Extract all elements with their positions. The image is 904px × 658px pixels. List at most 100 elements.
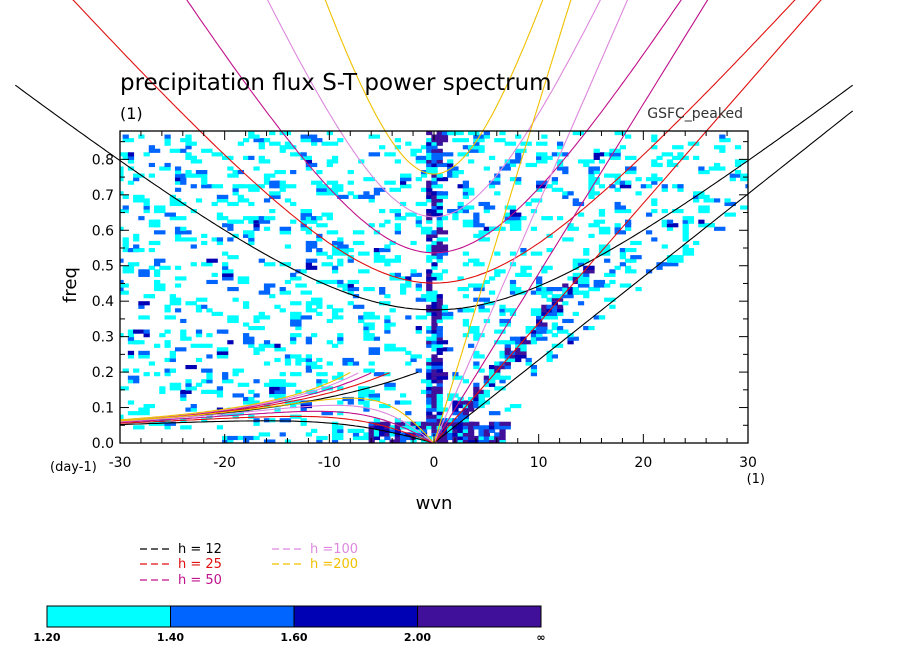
spectral-power-cell xyxy=(164,212,176,217)
spectral-power-cell xyxy=(237,279,250,285)
spectral-power-cell xyxy=(525,361,532,366)
spectral-power-cell xyxy=(290,311,302,316)
spectral-power-cell xyxy=(373,435,381,441)
spectral-power-cell xyxy=(174,308,182,313)
spectral-power-cell xyxy=(452,173,459,178)
spectral-power-cell xyxy=(457,170,464,175)
spectral-power-cell xyxy=(263,177,271,182)
spectral-power-cell xyxy=(185,301,197,306)
spectral-power-cell xyxy=(253,166,260,171)
spectral-power-cell xyxy=(436,411,443,416)
spectral-power-cell xyxy=(379,223,386,228)
spectral-power-cell xyxy=(645,177,653,182)
spectral-power-cell xyxy=(120,287,124,292)
spectral-power-cell xyxy=(274,407,281,412)
spectral-power-cell xyxy=(216,198,224,203)
spectral-power-cell xyxy=(154,258,166,263)
spectral-power-cell xyxy=(290,201,297,207)
spectral-power-cell xyxy=(473,258,480,263)
spectral-power-cell xyxy=(577,262,585,267)
spectral-power-cell xyxy=(326,340,333,345)
spectral-power-cell xyxy=(284,198,292,203)
spectral-power-cell xyxy=(164,134,171,139)
spectral-power-cell xyxy=(305,262,313,267)
spectral-power-cell xyxy=(666,159,674,164)
spectral-power-cell xyxy=(556,141,564,146)
spectral-power-cell xyxy=(682,219,689,224)
spectral-power-cell xyxy=(290,170,297,175)
spectral-power-cell xyxy=(253,347,265,352)
spectral-power-cell xyxy=(436,333,443,338)
spectral-power-cell xyxy=(593,152,606,157)
spectral-power-cell xyxy=(290,322,302,327)
inertio-gravity-curve xyxy=(14,84,854,311)
spectral-power-cell xyxy=(237,368,244,373)
spectral-power-cell xyxy=(269,393,276,398)
spectral-power-cell xyxy=(290,333,302,338)
spectral-power-cell xyxy=(452,432,459,437)
spectral-power-cell xyxy=(227,315,239,320)
spectral-power-cell xyxy=(431,184,443,189)
spectral-power-cell xyxy=(164,372,171,377)
spectral-power-cell xyxy=(399,432,407,437)
spectral-power-cell xyxy=(242,155,250,160)
spectral-power-cell xyxy=(515,155,522,160)
spectral-power-cell xyxy=(185,145,192,150)
spectral-power-cell xyxy=(143,152,150,157)
spectral-power-cell xyxy=(447,432,454,437)
spectral-power-cell xyxy=(263,159,271,164)
spectral-power-cell xyxy=(593,170,600,175)
spectral-power-cell xyxy=(436,230,449,235)
spectral-power-cell xyxy=(316,251,328,256)
spectral-power-cell xyxy=(164,418,171,423)
spectral-power-cell xyxy=(180,216,187,221)
spectral-power-cell xyxy=(420,155,428,160)
spectral-power-cell xyxy=(347,287,360,292)
spectral-power-cell xyxy=(426,414,438,419)
spectral-power-cell xyxy=(572,265,579,270)
spectral-power-cell xyxy=(321,411,333,416)
spectral-power-cell xyxy=(520,343,527,348)
spectral-power-cell xyxy=(337,138,344,143)
spectral-power-cell xyxy=(222,223,234,228)
spectral-power-cell xyxy=(431,159,438,164)
spectral-power-cell xyxy=(682,230,689,235)
spectral-power-cell xyxy=(426,294,438,299)
spectral-power-cell xyxy=(410,240,417,246)
legend-label: h = 12 xyxy=(178,542,222,557)
spectral-power-cell xyxy=(373,251,381,256)
spectral-power-cell xyxy=(436,315,443,320)
spectral-power-cell xyxy=(363,287,375,292)
spectral-power-cell xyxy=(399,180,407,185)
spectral-power-cell xyxy=(216,386,224,391)
spectral-power-cell xyxy=(473,138,485,143)
spectral-power-cell xyxy=(300,138,313,143)
spectral-power-cell xyxy=(127,400,135,405)
spectral-power-cell xyxy=(227,287,239,292)
spectral-power-cell xyxy=(462,187,475,192)
spectral-power-cell xyxy=(127,155,135,160)
spectral-power-cell xyxy=(120,226,124,231)
spectral-power-cell xyxy=(133,237,140,242)
spectral-power-cell xyxy=(473,365,480,370)
spectral-power-cell xyxy=(436,205,443,210)
spectral-power-cell xyxy=(583,248,590,253)
spectral-power-cell xyxy=(216,347,229,352)
spectral-power-cell xyxy=(447,159,454,164)
spectral-power-cell xyxy=(625,258,632,263)
spectral-power-cell xyxy=(509,279,517,285)
spectral-power-cell xyxy=(509,308,517,313)
spectral-power-cell xyxy=(305,244,318,249)
spectral-power-cell xyxy=(295,357,307,363)
spectral-power-cell xyxy=(331,439,339,443)
spectral-power-cell xyxy=(426,187,433,192)
spectral-power-cell xyxy=(394,428,401,433)
spectral-power-cell xyxy=(431,425,438,430)
spectral-power-cell xyxy=(190,262,197,267)
spectral-power-cell xyxy=(567,191,574,196)
spectral-power-cell xyxy=(133,194,145,199)
spectral-power-cell xyxy=(724,201,736,207)
spectral-power-cell xyxy=(242,138,250,143)
spectral-power-cell xyxy=(509,223,522,228)
spectral-power-cell xyxy=(305,258,318,263)
